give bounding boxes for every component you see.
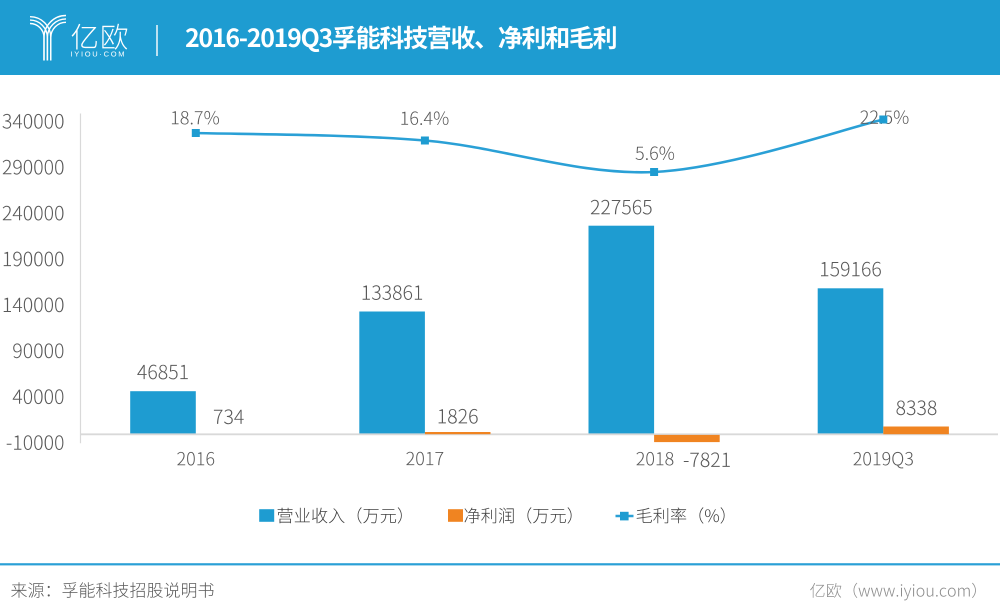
svg-text:IYIOU·COM: IYIOU·COM	[71, 50, 127, 59]
